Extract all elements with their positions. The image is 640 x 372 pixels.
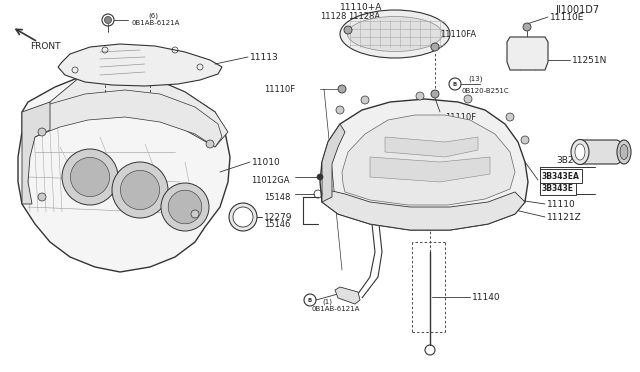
Circle shape [344, 26, 352, 34]
Circle shape [104, 16, 111, 23]
Circle shape [464, 95, 472, 103]
Text: 0B1AB-6121A: 0B1AB-6121A [132, 20, 180, 26]
Text: 15148: 15148 [264, 192, 290, 202]
Text: 11251N: 11251N [572, 55, 607, 64]
Text: B: B [453, 81, 457, 87]
Circle shape [361, 96, 369, 104]
Polygon shape [507, 37, 548, 70]
Ellipse shape [620, 144, 628, 160]
Polygon shape [58, 44, 222, 86]
Text: 3B343E: 3B343E [542, 183, 574, 192]
Text: JI1001D7: JI1001D7 [555, 5, 599, 15]
Text: 11110E: 11110E [550, 13, 584, 22]
Polygon shape [18, 72, 230, 272]
Text: (13): (13) [468, 76, 483, 82]
Text: 11110F: 11110F [264, 84, 295, 93]
Polygon shape [342, 115, 515, 205]
Polygon shape [22, 102, 50, 204]
Text: 11113: 11113 [250, 52, 279, 61]
Text: 3B343EA: 3B343EA [542, 171, 580, 180]
Text: B: B [308, 298, 312, 302]
Text: 0B120-B251C: 0B120-B251C [462, 88, 509, 94]
Text: 12279: 12279 [264, 212, 292, 221]
Text: 11128A: 11128A [348, 12, 380, 20]
Text: FRONT: FRONT [30, 42, 61, 51]
Circle shape [38, 193, 46, 201]
Ellipse shape [340, 10, 450, 58]
Text: 15146: 15146 [264, 219, 290, 228]
Circle shape [120, 170, 159, 209]
Text: 11010: 11010 [252, 157, 281, 167]
Text: 3B242: 3B242 [556, 155, 585, 164]
Circle shape [206, 140, 214, 148]
Ellipse shape [348, 16, 442, 51]
Circle shape [521, 136, 529, 144]
Circle shape [112, 162, 168, 218]
Circle shape [336, 106, 344, 114]
Circle shape [416, 92, 424, 100]
Ellipse shape [617, 140, 631, 164]
Polygon shape [335, 287, 360, 304]
Polygon shape [322, 190, 525, 230]
Circle shape [229, 203, 257, 231]
Circle shape [38, 128, 46, 136]
Text: 11140: 11140 [472, 292, 500, 301]
Circle shape [168, 190, 202, 224]
Text: B: B [106, 17, 110, 22]
Circle shape [70, 157, 109, 196]
Polygon shape [35, 90, 222, 147]
Circle shape [338, 85, 346, 93]
Circle shape [431, 90, 439, 98]
Circle shape [431, 43, 439, 51]
Polygon shape [580, 140, 630, 164]
Circle shape [523, 23, 531, 31]
Polygon shape [320, 99, 528, 230]
Text: 11121Z: 11121Z [547, 212, 582, 221]
Circle shape [506, 113, 514, 121]
Text: (6): (6) [148, 13, 158, 19]
Circle shape [233, 207, 253, 227]
Text: 11110: 11110 [547, 199, 576, 208]
Polygon shape [370, 157, 490, 182]
Text: 11110F: 11110F [445, 112, 476, 122]
Text: 11012GA: 11012GA [252, 176, 290, 185]
Text: 0B1AB-6121A: 0B1AB-6121A [312, 306, 360, 312]
Polygon shape [322, 124, 345, 202]
Ellipse shape [571, 140, 589, 164]
Circle shape [161, 183, 209, 231]
Ellipse shape [575, 144, 585, 160]
Text: 11110+A: 11110+A [340, 3, 382, 12]
Polygon shape [385, 137, 478, 157]
Text: (1): (1) [322, 299, 332, 305]
Text: 11110FA: 11110FA [440, 29, 476, 38]
Circle shape [62, 149, 118, 205]
Circle shape [317, 174, 323, 180]
Circle shape [191, 210, 199, 218]
Polygon shape [35, 72, 228, 147]
Text: 11128: 11128 [320, 12, 346, 20]
